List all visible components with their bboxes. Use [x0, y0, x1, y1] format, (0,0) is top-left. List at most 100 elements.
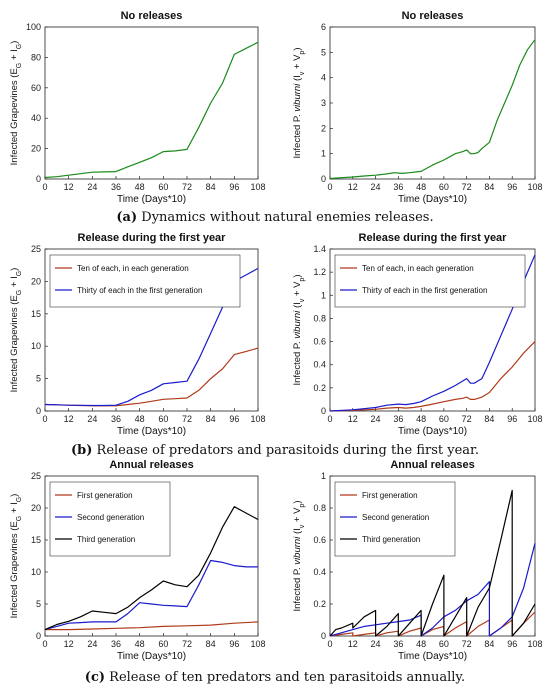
x-tick-label: 48 [135, 639, 145, 649]
x-axis-label: Time (Days*10) [117, 426, 186, 437]
y-tick-label: 0.8 [313, 503, 326, 513]
y-tick-label: 0.6 [313, 535, 326, 545]
x-tick-label: 96 [507, 414, 517, 424]
y-tick-label: 60 [31, 83, 41, 93]
legend-label: Third generation [362, 535, 420, 544]
y-tick-label: 5 [321, 47, 326, 57]
series-line-1 [44, 347, 259, 407]
y-tick-label: 10 [31, 341, 41, 351]
caption-c-text: Release of ten predators and ten parasit… [109, 670, 466, 685]
y-tick-label: 40 [31, 113, 41, 123]
caption-c-label: (c) [84, 670, 106, 685]
x-tick-label: 72 [182, 414, 192, 424]
x-tick-label: 108 [250, 182, 265, 192]
x-tick-label: 84 [484, 414, 494, 424]
legend-label: Third generation [77, 535, 135, 544]
legend-label: Thirty of each in the first generation [77, 286, 202, 295]
x-tick-label: 0 [42, 414, 47, 424]
chart-title: Release during the first year [359, 232, 508, 244]
caption-a: (a) Dynamics without natural enemies rel… [0, 210, 550, 225]
legend: Ten of each, in each generation Thirty of… [334, 254, 526, 308]
x-tick-label: 84 [206, 414, 216, 424]
series-line-2 [329, 543, 536, 637]
x-tick-label: 96 [507, 182, 517, 192]
chart-title: No releases [402, 10, 464, 22]
x-tick-label: 0 [327, 414, 332, 424]
legend-box [49, 481, 171, 557]
y-tick-label: 25 [31, 471, 41, 481]
caption-b: (b) Release of predators and parasitoids… [0, 443, 550, 458]
legend-label: Ten of each, in each generation [362, 264, 474, 273]
y-tick-label: 5 [36, 599, 41, 609]
x-tick-label: 48 [135, 182, 145, 192]
y-tick-label: 100 [26, 22, 41, 32]
x-tick-label: 12 [348, 639, 358, 649]
y-axis-label: Infected P. viburni (Iv + Vp) [292, 500, 306, 611]
x-tick-label: 24 [87, 414, 97, 424]
x-tick-label: 72 [462, 414, 472, 424]
legend: Ten of each, in each generation Thirty of… [49, 254, 241, 308]
x-tick-label: 12 [348, 182, 358, 192]
caption-b-text: Release of predators and parasitoids dur… [96, 443, 479, 458]
y-tick-label: 0 [36, 174, 41, 184]
y-axis-label: Infected Grapevines (EG + IG) [9, 268, 23, 393]
x-tick-label: 60 [439, 639, 449, 649]
series-line-2 [44, 559, 258, 631]
x-axis-label: Time (Days*10) [117, 651, 186, 662]
x-tick-label: 72 [182, 182, 192, 192]
caption-a-text: Dynamics without natural enemies release… [141, 210, 434, 225]
x-tick-label: 36 [393, 639, 403, 649]
series-line-1 [44, 41, 259, 179]
chart-title: Release during the first year [78, 232, 227, 244]
y-tick-label: 2 [321, 123, 326, 133]
x-axis-label: Time (Days*10) [398, 426, 467, 437]
y-tick-label: 1.2 [313, 267, 326, 277]
y-axis-label: Infected P. viburni (Iv + Vp) [292, 47, 306, 158]
y-tick-label: 0 [321, 174, 326, 184]
x-tick-label: 72 [182, 639, 192, 649]
x-tick-label: 96 [229, 182, 239, 192]
y-tick-label: 0 [321, 406, 326, 416]
chart-3: Release during the first year 0 12 24 36 48 60… [9, 232, 266, 437]
x-tick-label: 48 [135, 414, 145, 424]
y-tick-label: 80 [31, 52, 41, 62]
plot-frame [44, 475, 259, 637]
x-axis-label: Time (Days*10) [398, 651, 467, 662]
chart-6: Annual releases 0 12 24 36 48 60 72 84 96 108 0 0.2 0… [292, 459, 543, 662]
y-axis-label: Infected P. viburni (Iv + Vp) [292, 274, 306, 385]
y-axis-label: Infected Grapevines (EG + IG) [9, 41, 23, 166]
x-tick-label: 96 [229, 639, 239, 649]
y-tick-label: 15 [31, 535, 41, 545]
x-tick-label: 48 [416, 414, 426, 424]
plot-frame [44, 26, 259, 180]
x-tick-label: 108 [527, 414, 542, 424]
x-axis-label: Time (Days*10) [117, 194, 186, 205]
y-tick-label: 0.4 [313, 360, 326, 370]
chart-1: No releases 0 12 24 36 48 60 72 84 96 108 0 20 40 60 80… [9, 10, 266, 205]
y-tick-label: 0 [36, 631, 41, 641]
y-tick-label: 0.8 [313, 313, 326, 323]
legend-box [49, 254, 241, 308]
y-tick-label: 20 [31, 144, 41, 154]
x-tick-label: 108 [527, 639, 542, 649]
legend: First generation Second generation Third g… [334, 481, 456, 557]
chart-title: No releases [121, 10, 183, 22]
plot-frame [329, 248, 536, 412]
caption-c: (c) Release of ten predators and ten par… [0, 670, 550, 685]
x-tick-label: 96 [507, 639, 517, 649]
x-tick-label: 60 [439, 414, 449, 424]
x-tick-label: 60 [158, 639, 168, 649]
y-tick-label: 20 [31, 503, 41, 513]
legend-label: First generation [362, 491, 418, 500]
x-tick-label: 108 [250, 639, 265, 649]
x-tick-label: 0 [42, 639, 47, 649]
y-tick-label: 3 [321, 98, 326, 108]
y-tick-label: 0.4 [313, 567, 326, 577]
y-tick-label: 0.6 [313, 337, 326, 347]
x-tick-label: 48 [416, 639, 426, 649]
x-tick-label: 60 [158, 182, 168, 192]
plot-frame [44, 248, 259, 412]
x-tick-label: 0 [42, 182, 47, 192]
y-tick-label: 25 [31, 244, 41, 254]
